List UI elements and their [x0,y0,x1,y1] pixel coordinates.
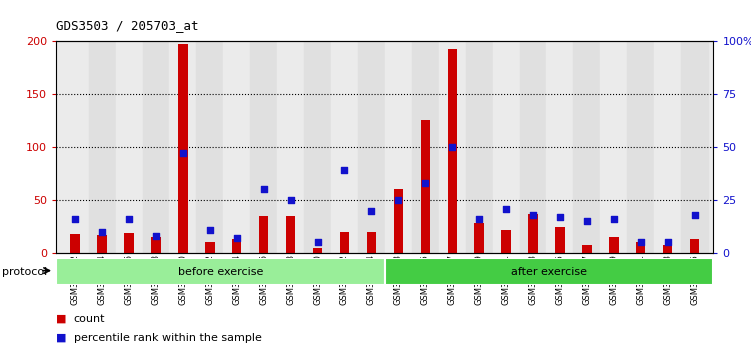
Bar [125,233,134,253]
Bar [116,41,143,253]
Bar [582,245,592,253]
Point [446,144,458,150]
Bar [71,234,80,253]
Bar [475,223,484,253]
Point [662,240,674,245]
Point [500,206,512,211]
Bar [277,41,304,253]
Text: protocol: protocol [2,267,47,277]
Point [689,212,701,218]
Bar [574,41,600,253]
Point [527,212,539,218]
Text: GDS3503 / 205703_at: GDS3503 / 205703_at [56,19,199,32]
Bar [205,242,215,253]
Point [635,240,647,245]
Bar [313,248,322,253]
Bar [421,120,430,253]
Point [231,235,243,241]
Bar [151,237,161,253]
Point [69,216,81,222]
Text: count: count [74,314,105,324]
Bar [196,41,223,253]
Bar [331,41,358,253]
Bar [56,258,385,285]
Bar [89,41,116,253]
Point [285,197,297,203]
Text: ■: ■ [56,314,67,324]
Bar [286,216,295,253]
Bar [654,41,681,253]
Bar [636,242,645,253]
Bar [681,41,708,253]
Point [473,216,485,222]
Text: percentile rank within the sample: percentile rank within the sample [74,333,261,343]
Point [312,240,324,245]
Bar [304,41,331,253]
Point [123,216,135,222]
Bar [178,44,188,253]
Point [96,229,108,235]
Bar [366,232,376,253]
Text: after exercise: after exercise [511,267,587,277]
Bar [358,41,385,253]
Bar [232,239,242,253]
Bar [223,41,250,253]
Point [339,167,351,173]
Bar [600,41,627,253]
Bar [439,41,466,253]
Bar [466,41,493,253]
Point [150,233,162,239]
Point [366,208,378,213]
Bar [250,41,277,253]
Bar [448,49,457,253]
Point [177,150,189,156]
Point [419,180,431,186]
Bar [555,227,565,253]
Bar [609,237,619,253]
Bar [339,232,349,253]
Bar [385,41,412,253]
Bar [98,235,107,253]
Text: ■: ■ [56,333,67,343]
Bar [394,189,403,253]
Bar [170,41,196,253]
Bar [528,214,538,253]
Bar [663,245,672,253]
Bar [62,41,89,253]
Bar [385,258,713,285]
Point [554,214,566,220]
Bar [502,230,511,253]
Bar [259,216,268,253]
Point [392,197,404,203]
Point [581,218,593,224]
Bar [493,41,520,253]
Bar [520,41,547,253]
Point [204,227,216,233]
Bar [627,41,654,253]
Text: before exercise: before exercise [178,267,264,277]
Point [608,216,620,222]
Point [258,187,270,192]
Bar [143,41,170,253]
Bar [412,41,439,253]
Bar [547,41,574,253]
Bar [690,239,699,253]
